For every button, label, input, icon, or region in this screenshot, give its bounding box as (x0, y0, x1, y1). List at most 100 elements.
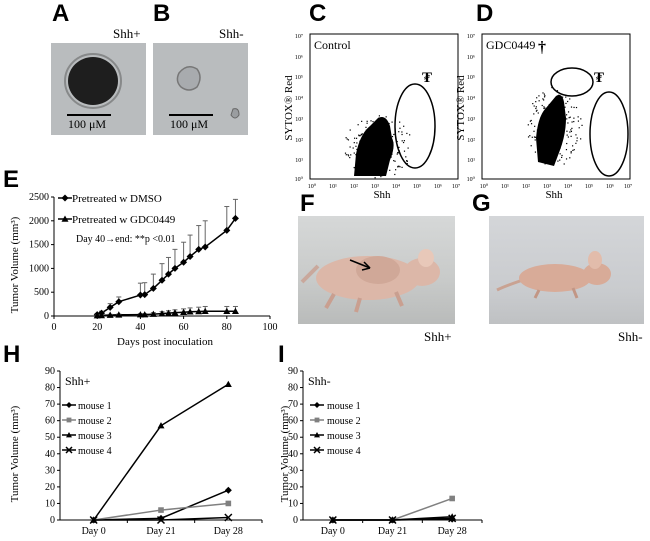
event-dot (356, 142, 358, 144)
event-dot (391, 153, 393, 155)
event-dot (537, 112, 539, 114)
event-dot (394, 160, 396, 162)
event-dot (381, 151, 383, 153)
event-dot (548, 110, 550, 112)
event-dot (548, 151, 550, 153)
chart-h-title: Shh+ (65, 374, 91, 388)
x-tick-label: 20 (92, 322, 102, 333)
event-dot (397, 165, 399, 168)
micrograph-b-label: Shh- (219, 26, 244, 41)
x-tick-label: 100 (263, 322, 278, 333)
event-dot (573, 120, 575, 123)
event-dot (565, 102, 567, 105)
event-dot (566, 134, 568, 136)
data-point (186, 253, 194, 260)
event-dot (353, 166, 355, 169)
event-dot (364, 154, 366, 156)
event-dot (561, 154, 563, 157)
y-tick: 10³ (295, 117, 303, 123)
event-dot (385, 126, 387, 128)
event-dot (375, 165, 377, 167)
event-dot (381, 141, 383, 143)
event-dot (393, 160, 395, 162)
x-tick: 10¹ (329, 184, 337, 190)
legend-marker-mouse-2 (314, 417, 320, 423)
legend-h-mouse-4: mouse 4 (78, 446, 112, 457)
legend-h-mouse-2: mouse 2 (78, 416, 112, 427)
y-tick-label: 2000 (29, 216, 49, 227)
event-dot (361, 133, 363, 135)
event-dot (554, 122, 556, 124)
event-dot (542, 136, 544, 139)
flow-d-marker: ₮ (594, 70, 604, 86)
event-dot (539, 127, 542, 129)
event-dot (538, 154, 540, 156)
event-dot (551, 138, 553, 140)
event-dot (570, 130, 573, 133)
event-dot (561, 121, 563, 123)
chart-e-ylabel: Tumor Volume (mm³) (9, 216, 21, 313)
x-tick: 10³ (371, 184, 379, 190)
event-dot (372, 120, 374, 123)
chart-h-shh-positive: Tumor Volume (mm³) Shh+ mouse 1 mouse 2 … (9, 366, 263, 537)
x-tick-label: Day 0 (82, 526, 106, 537)
event-dot (403, 125, 405, 127)
event-dot (531, 136, 533, 138)
event-dot (576, 140, 578, 142)
legend-marker-mouse-1 (314, 402, 320, 408)
event-dot (565, 149, 568, 151)
event-dot (573, 106, 575, 109)
event-dot (358, 153, 360, 155)
event-dot (378, 146, 380, 149)
flow-d-xlabel: Shh (545, 189, 563, 198)
data-point (141, 311, 149, 318)
event-dot (561, 156, 563, 159)
y-tick-label: 50 (288, 432, 298, 443)
event-dot (534, 136, 537, 138)
event-dot (355, 157, 358, 159)
event-dot (563, 163, 565, 165)
event-dot (363, 139, 365, 141)
event-dot (561, 98, 563, 100)
panel-label-i: I (278, 341, 285, 368)
event-dot (368, 162, 370, 164)
event-dot (353, 137, 356, 139)
data-point (141, 291, 149, 299)
event-dot (350, 154, 352, 156)
chart-h-ylabel: Tumor Volume (mm³) (9, 405, 21, 502)
data-point (195, 307, 203, 315)
chart-i-shh-negative: Tumor Volume (mm³) Shh- mouse 1 mouse 2 … (279, 366, 483, 537)
data-point (171, 264, 179, 272)
panel-label-c: C (309, 0, 327, 27)
event-dot (544, 135, 546, 137)
y-tick-label: 30 (45, 465, 55, 476)
scale-bar (169, 114, 213, 116)
event-dot (353, 152, 355, 154)
event-dot (403, 140, 405, 142)
event-dot (392, 142, 394, 144)
event-dot (570, 106, 573, 108)
event-dot (548, 117, 550, 119)
event-dot (556, 90, 559, 92)
data-point (180, 308, 188, 315)
y-tick-label: 70 (45, 399, 55, 410)
event-dot (393, 133, 395, 136)
series-line-gdc0449 (97, 310, 236, 317)
event-dot (559, 153, 561, 155)
event-dot (379, 120, 381, 122)
event-dot (378, 115, 380, 117)
event-dot (535, 106, 537, 108)
event-dot (527, 124, 529, 126)
data-point (149, 284, 157, 292)
event-dot (344, 152, 347, 154)
x-tick: 10⁷ (452, 184, 460, 190)
event-dot (543, 106, 545, 108)
event-dot (539, 134, 542, 137)
event-dot (576, 137, 578, 139)
event-dot (573, 117, 575, 119)
x-tick-label: Day 28 (438, 526, 467, 537)
data-point (157, 514, 165, 522)
event-dot (533, 136, 536, 138)
event-dot (355, 154, 358, 156)
event-dot (360, 172, 363, 174)
